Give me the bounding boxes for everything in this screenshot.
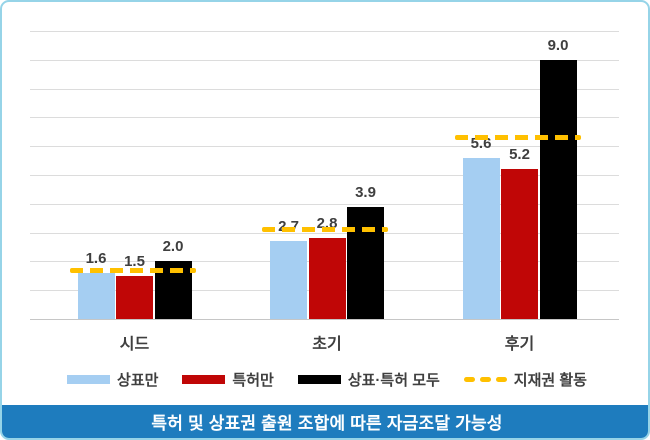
bar-series1-1 [77,272,115,319]
bar-series2-2 [308,238,346,319]
legend-label-patent-only: 특허만 [232,371,274,389]
bar-series3-3 [539,59,577,319]
legend-label-trademark-only: 상표만 [117,371,159,389]
legend-item-ip-activity: 지재권 활동 [463,369,587,390]
patent-only-swatch-icon [182,374,226,384]
both-swatch-icon [297,374,341,384]
legend-label-both: 상표·특허 모두 [347,371,440,389]
x-axis-label: 시드 [119,336,150,353]
trademark-only-swatch-icon [67,374,111,384]
x-axis-label: 초기 [312,336,342,353]
legend-item-trademark-only: 상표만 [67,369,158,390]
x-axis-baseline [30,319,619,320]
gridline [30,88,619,90]
legend: 상표만 특허만 상표·특허 모두 지재권 활동 [2,364,648,394]
chart-title-bar: 특허 및 상표권 출원 조합에 따른 자금조달 가능성 [2,405,648,438]
chart-title: 특허 및 상표권 출원 조합에 따른 자금조달 가능성 [151,414,503,433]
ip-activity-dash-line [454,135,581,141]
bar-series2-1 [116,275,153,319]
legend-label-ip-activity: 지재권 활동 [513,371,587,389]
bar-series3-2 [347,206,384,319]
gridline [30,203,619,205]
gridline [30,175,619,176]
gridline [30,117,619,119]
x-axis-label: 후기 [504,336,535,353]
bar-value-label: 5.2 [509,146,530,164]
ip-activity-dash-swatch-icon [463,376,507,382]
bar-value-label: 1.6 [85,249,107,267]
gridline [30,59,619,61]
gridline [30,31,619,32]
legend-item-both: 상표·특허 모두 [297,369,440,390]
bar-series1-2 [270,241,307,319]
gridline [30,232,619,234]
gridline [30,146,619,148]
bar-series1-3 [462,157,500,319]
bar-value-label: 9.0 [547,36,569,54]
bar-value-label: 3.9 [355,183,376,201]
legend-item-patent-only: 특허만 [182,369,274,390]
bar-value-label: 1.5 [124,252,145,270]
bar-series2-3 [501,169,538,319]
ip-activity-dash-line [262,227,388,233]
bar-value-label: 2.0 [162,238,184,256]
ip-activity-dash-line [69,267,196,273]
